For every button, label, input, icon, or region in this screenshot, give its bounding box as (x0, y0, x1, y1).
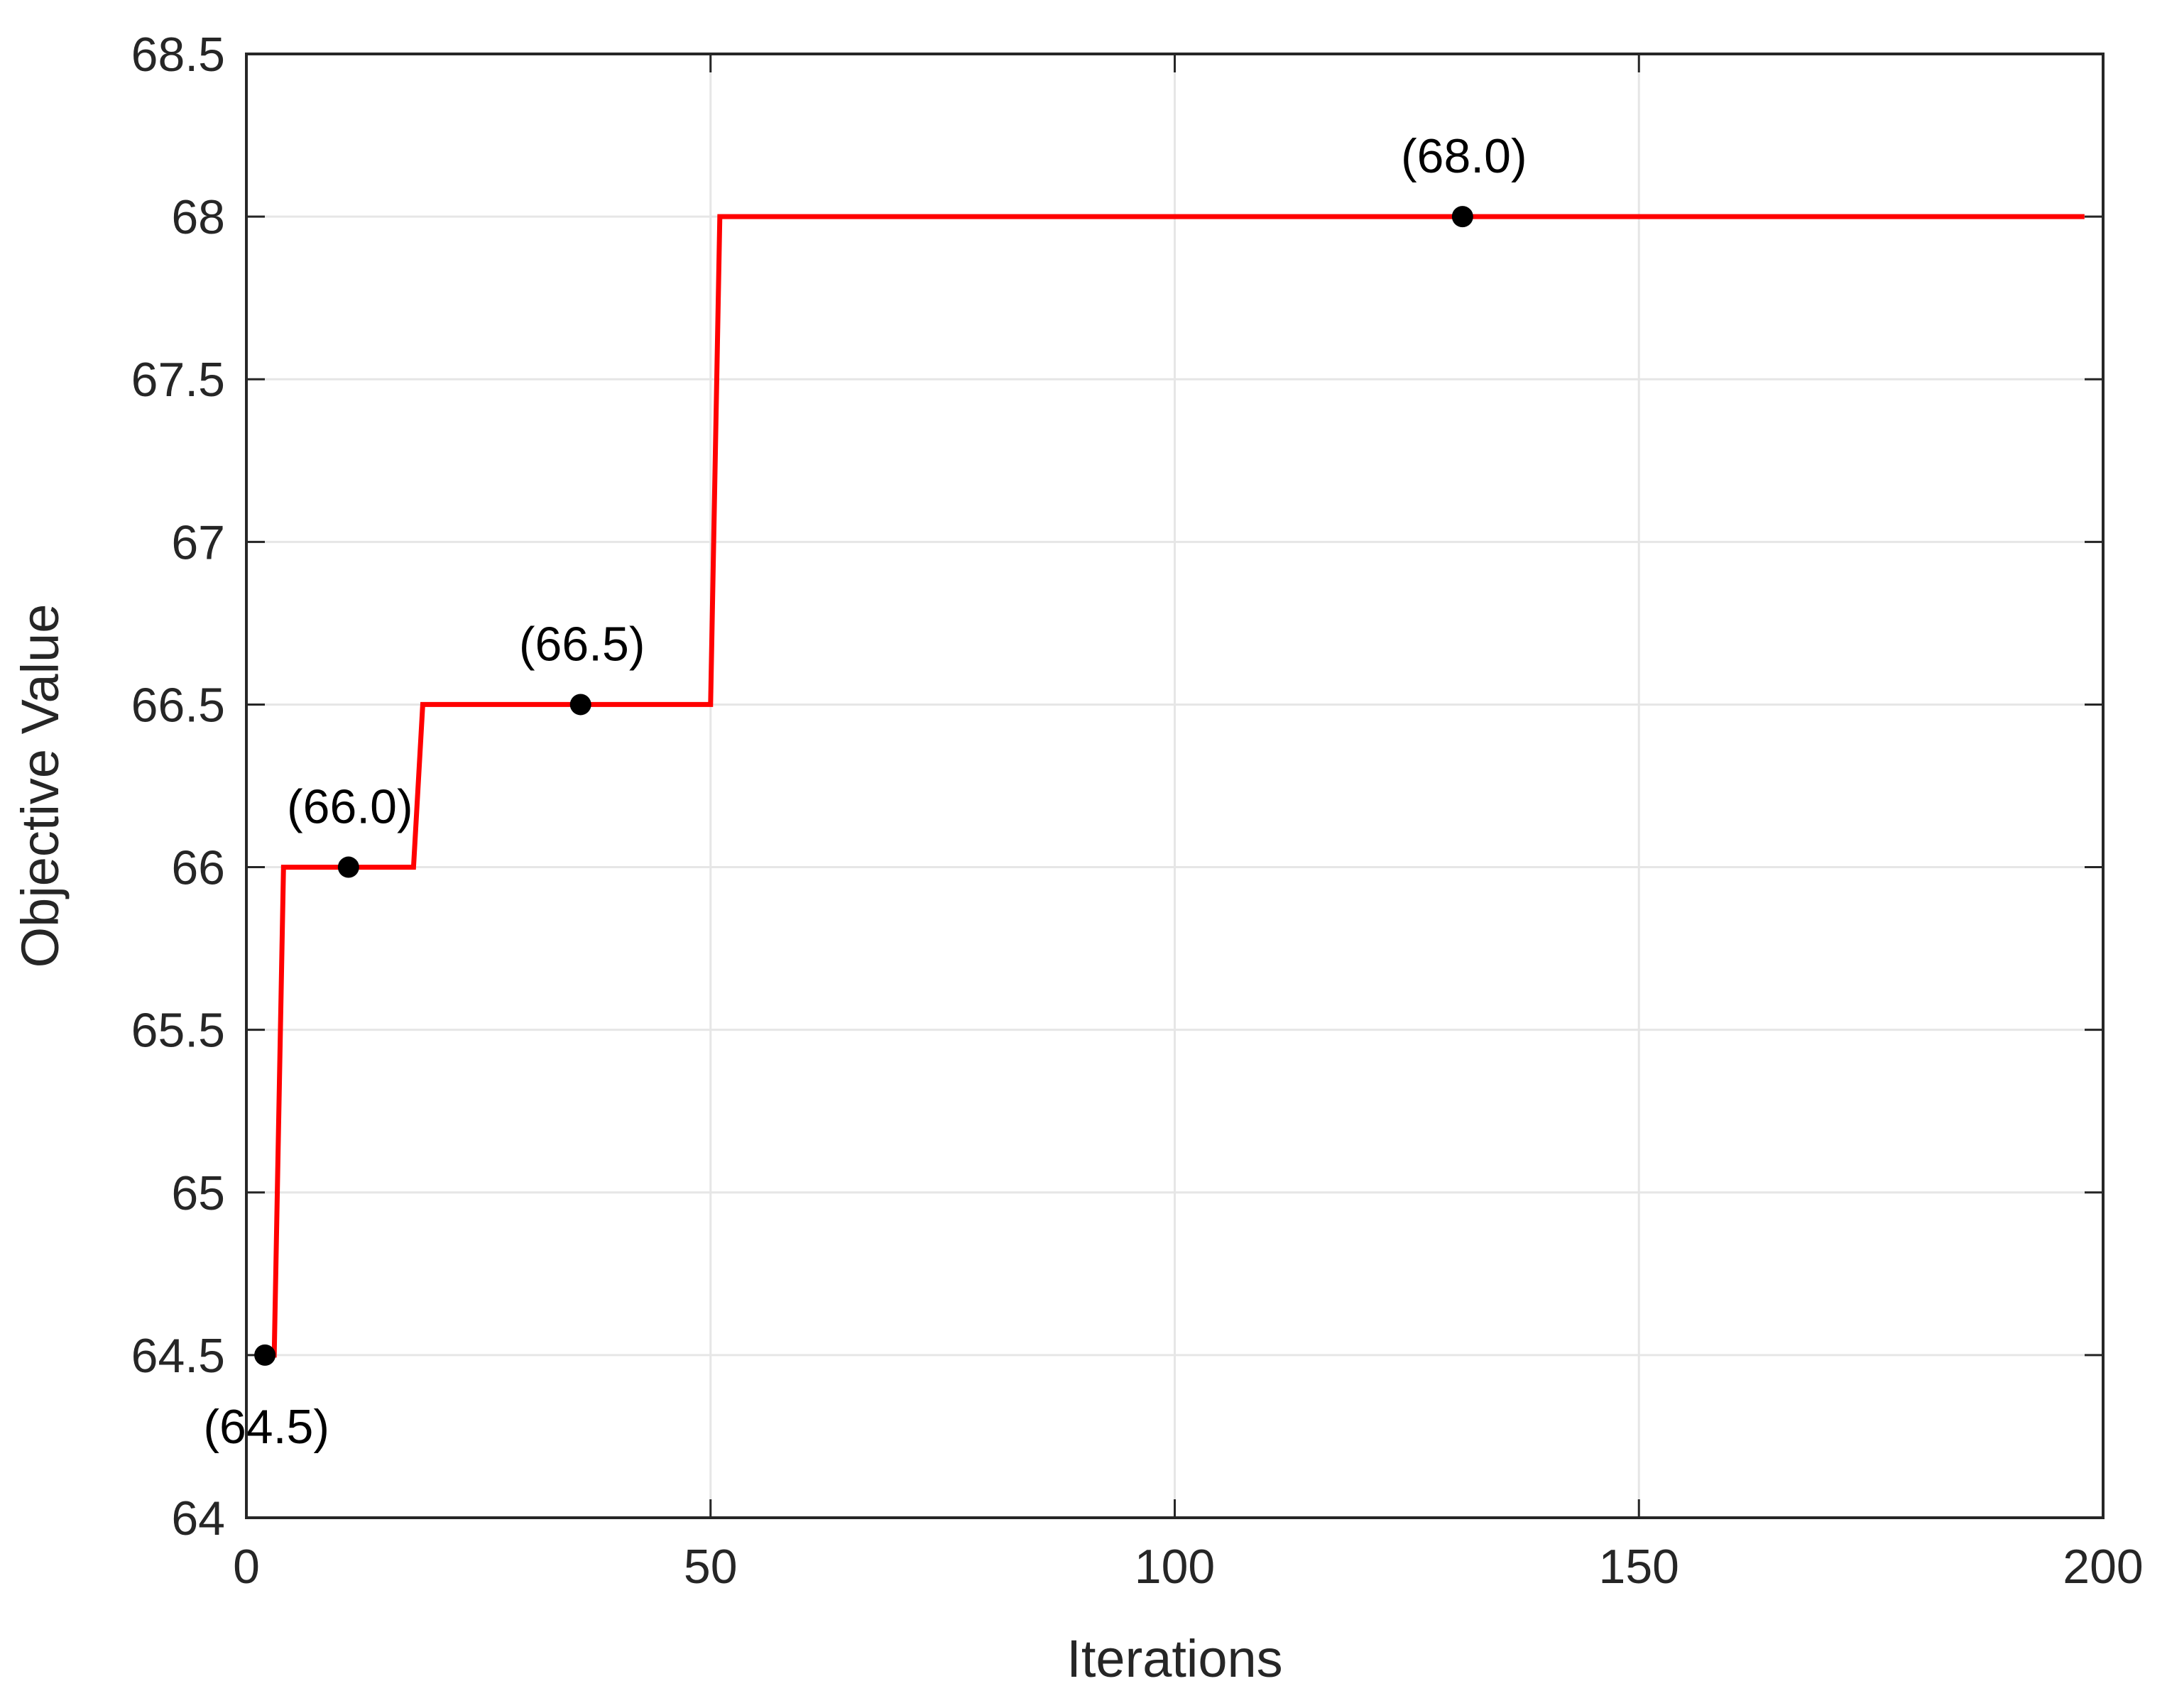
annotation-label: (68.0) (1401, 129, 1527, 183)
axis-ticks: 0 50 100 150 200 64 64.5 65 65.5 66 66.5 67 67.5 68 68… (131, 28, 2144, 1594)
y-tick-label: 67 (171, 515, 225, 569)
x-tick-label: 50 (684, 1540, 738, 1594)
y-tick-label: 68.5 (131, 28, 225, 82)
y-tick-label: 67.5 (131, 353, 225, 407)
y-tick-label: 65.5 (131, 1004, 225, 1058)
x-tick-label: 200 (2063, 1540, 2143, 1594)
annotation-label: (66.0) (287, 780, 413, 834)
x-tick-label: 0 (233, 1540, 260, 1594)
y-tick-label: 66 (171, 841, 225, 895)
annotations: (64.5) (66.0) (66.5) (68.0) (203, 129, 1527, 1454)
y-tick-label: 68 (171, 190, 225, 244)
annotation-marker (569, 694, 591, 716)
annotation-marker (254, 1344, 276, 1366)
axes-box (245, 53, 2105, 1519)
annotation-label: (64.5) (203, 1400, 329, 1454)
annotation-marker (1451, 206, 1473, 228)
y-tick-label: 66.5 (131, 678, 225, 732)
y-tick-label: 64.5 (131, 1329, 225, 1383)
x-tick-label: 150 (1599, 1540, 1679, 1594)
annotation-marker (337, 856, 359, 878)
series-line (265, 214, 2085, 1358)
y-axis-title: Objective Value (11, 604, 70, 968)
plot-area (265, 214, 2085, 1358)
y-tick-label: 65 (171, 1166, 225, 1220)
x-axis-title: Iterations (1066, 1629, 1282, 1688)
y-tick-label: 64 (171, 1491, 225, 1545)
annotation-label: (66.5) (519, 617, 645, 671)
x-tick-label: 100 (1135, 1540, 1215, 1594)
